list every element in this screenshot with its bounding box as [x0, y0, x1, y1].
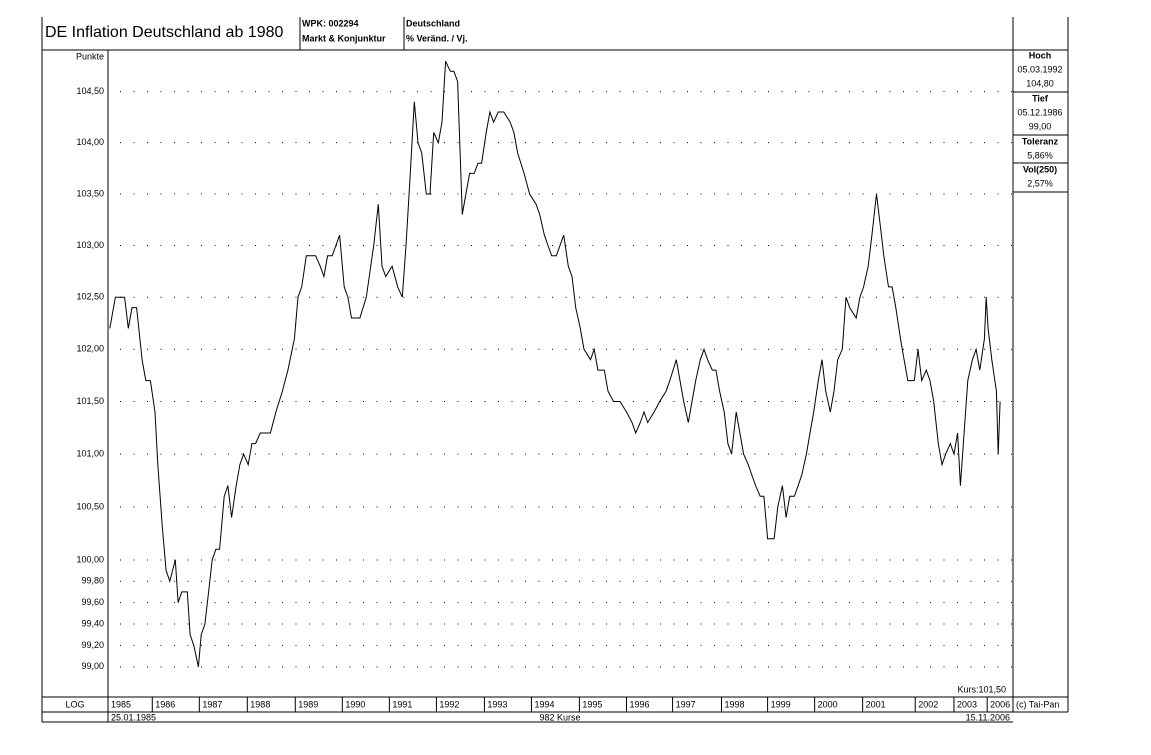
- x-tick-label: 1990: [345, 699, 365, 709]
- data-line: [109, 60, 1001, 668]
- y-tick-label: 103,00: [76, 240, 104, 250]
- start-label: 25.01.1985: [111, 712, 156, 722]
- x-tick-label: 1989: [298, 699, 318, 709]
- wpk: WPK: 002294: [302, 18, 359, 28]
- frame: [41, 17, 1069, 723]
- x-tick-label: 1999: [771, 699, 791, 709]
- y-tick-label: 104,50: [76, 86, 104, 96]
- x-tick-label: 1995: [582, 699, 602, 709]
- region: Deutschland: [406, 18, 460, 28]
- stat-date: 05.03.1992: [1017, 64, 1062, 74]
- scale-label: LOG: [65, 699, 84, 709]
- y-tick-label: 100,50: [76, 501, 104, 511]
- x-tick-label: 1994: [534, 699, 554, 709]
- chart-area: [42, 17, 1068, 722]
- x-tick-label: 1991: [392, 699, 412, 709]
- y-tick-label: 99,80: [81, 576, 104, 586]
- x-tick-label: 1985: [111, 699, 131, 709]
- stat-value: 2,57%: [1027, 178, 1053, 188]
- x-tick-label: 1998: [724, 699, 744, 709]
- y-tick-label: 101,50: [76, 396, 104, 406]
- x-tick-label: 2000: [818, 699, 838, 709]
- stat-label: Tief: [1032, 93, 1049, 103]
- chart-title: DE Inflation Deutschland ab 1980: [45, 24, 283, 41]
- x-tick-label: 1993: [487, 699, 507, 709]
- y-tick-label: 100,00: [76, 554, 104, 564]
- x-tick-label: 1992: [439, 699, 459, 709]
- x-tick-label: 1987: [202, 699, 222, 709]
- last-label: Kurs:101,50: [957, 684, 1006, 694]
- y-tick-label: 99,60: [81, 597, 104, 607]
- y-tick-label: 99,40: [81, 618, 104, 628]
- stat-value: 5,86%: [1027, 150, 1053, 160]
- stat-label: Toleranz: [1022, 136, 1059, 146]
- y-axis-label: Punkte: [76, 51, 104, 61]
- stat-date: 05.12.1986: [1017, 107, 1062, 117]
- stat-value: 99,00: [1029, 121, 1052, 131]
- group: Markt & Konjunktur: [302, 33, 386, 43]
- x-tick-label: 1996: [629, 699, 649, 709]
- end-label: 15.11.2006: [966, 712, 1010, 722]
- measure: % Veränd. / Vj.: [406, 33, 468, 43]
- stat-label: Vol(250): [1023, 164, 1057, 174]
- x-tick-label: 1997: [676, 699, 696, 709]
- x-tick-label: 2003: [957, 699, 977, 709]
- stat-label: Hoch: [1029, 50, 1052, 60]
- x-tick-label: 1986: [155, 699, 175, 709]
- stat-value: 104,80: [1026, 78, 1054, 88]
- count-label: 982 Kurse: [539, 712, 580, 722]
- y-tick-label: 103,50: [76, 188, 104, 198]
- copyright: (c) Tai-Pan: [1016, 699, 1059, 709]
- y-tick-label: 102,00: [76, 344, 104, 354]
- y-tick-label: 99,20: [81, 640, 104, 650]
- x-tick-label: 2006: [990, 699, 1010, 709]
- y-tick-label: 99,00: [81, 661, 104, 671]
- y-tick-label: 101,00: [76, 448, 104, 458]
- y-tick-label: 102,50: [76, 292, 104, 302]
- x-tick-label: 2002: [918, 699, 938, 709]
- x-tick-label: 2001: [866, 699, 886, 709]
- y-tick-label: 104,00: [76, 137, 104, 147]
- x-tick-label: 1988: [250, 699, 270, 709]
